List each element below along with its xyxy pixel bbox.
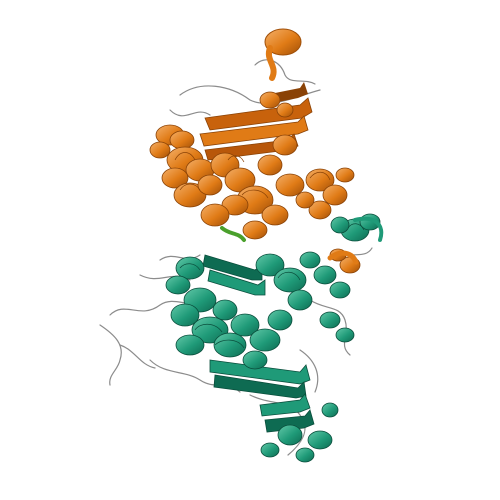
chain-b-helices: [165, 213, 381, 463]
chain-a-helix-ribs: [174, 152, 331, 199]
chain-a-tail: [327, 250, 359, 265]
loop-coils: [99, 59, 373, 456]
chain-a-top-helix: [264, 28, 302, 81]
chain-b-beta-sheet: [202, 254, 315, 433]
chain-a-cartoon: [149, 28, 361, 274]
junction-strand: [220, 226, 246, 242]
chain-b-cartoon: [165, 213, 384, 463]
chain-b-helix-ribs: [179, 223, 365, 349]
chain-b-arm: [353, 216, 384, 242]
chain-a-helices: [149, 91, 361, 274]
